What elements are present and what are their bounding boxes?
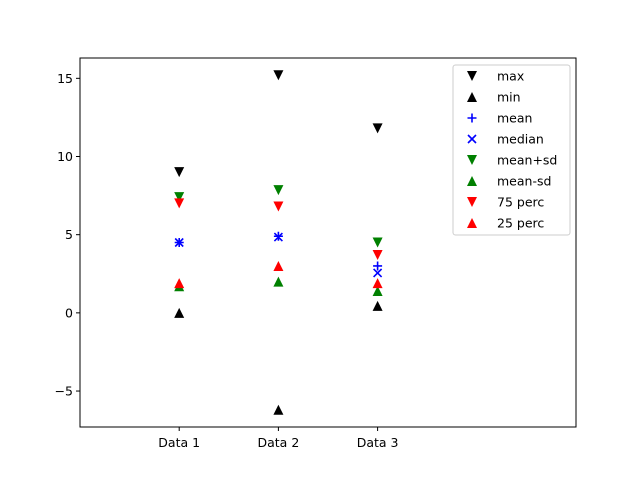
x-tick-label: Data 2 — [258, 435, 300, 450]
axes-frame — [79, 57, 577, 428]
y-tick-label: 10 — [57, 149, 73, 164]
point-mean-sd-3 — [372, 237, 383, 248]
point-mean-sd-3 — [372, 285, 383, 296]
legend-marker-mean-sd — [467, 155, 477, 165]
legend: max min mean median mean+sd mean-sd 75 perc 25 … — [452, 64, 571, 236]
legend-label-mean-sd: mean+sd — [497, 153, 557, 168]
point-median-2 — [273, 232, 283, 242]
point-mean-sd-1 — [174, 192, 185, 203]
legend-marker-mean — [467, 113, 477, 123]
legend-label-min: min — [497, 90, 521, 105]
point-25-perc-3 — [372, 278, 383, 289]
point-max-1 — [174, 167, 185, 178]
legend-label-max: max — [497, 69, 524, 84]
point-25-perc-1 — [174, 278, 185, 289]
axes: −5 0 5 10 15 Data 1 Data 2 Data 3 — [55, 57, 577, 450]
point-mean-sd-2 — [273, 276, 284, 287]
point-max-3 — [372, 123, 383, 134]
legend-box — [452, 64, 571, 236]
legend-label-25-perc: 25 perc — [497, 216, 544, 231]
legend-marker-median — [467, 134, 477, 144]
point-min-2 — [273, 404, 284, 415]
plot-area — [174, 70, 383, 415]
legend-marker-25-perc — [467, 218, 477, 228]
point-mean-3 — [373, 261, 383, 271]
legend-marker-min — [467, 92, 477, 102]
x-tick-label: Data 3 — [357, 435, 399, 450]
point-75-perc-3 — [372, 250, 383, 261]
y-tick-label: 0 — [65, 305, 73, 320]
legend-marker-mean-sd — [467, 176, 477, 186]
point-75-perc-1 — [174, 198, 185, 209]
point-25-perc-2 — [273, 260, 284, 271]
point-median-3 — [373, 268, 383, 278]
y-tick-label: −5 — [55, 384, 73, 399]
legend-label-mean: mean — [497, 111, 532, 126]
point-75-perc-2 — [273, 201, 284, 212]
point-median-1 — [174, 237, 184, 248]
point-min-3 — [372, 300, 383, 311]
y-tick-label: 5 — [65, 227, 73, 242]
legend-label-75-perc: 75 perc — [497, 195, 544, 210]
legend-marker-75-perc — [467, 197, 477, 207]
legend-marker-max — [467, 71, 477, 81]
x-tick-label: Data 1 — [158, 435, 200, 450]
legend-label-mean-sd: mean-sd — [497, 174, 551, 189]
y-tick-label: 15 — [57, 71, 73, 86]
point-max-2 — [273, 70, 284, 81]
legend-label-median: median — [497, 132, 544, 147]
point-min-1 — [174, 307, 185, 318]
point-mean-sd-2 — [273, 185, 284, 196]
